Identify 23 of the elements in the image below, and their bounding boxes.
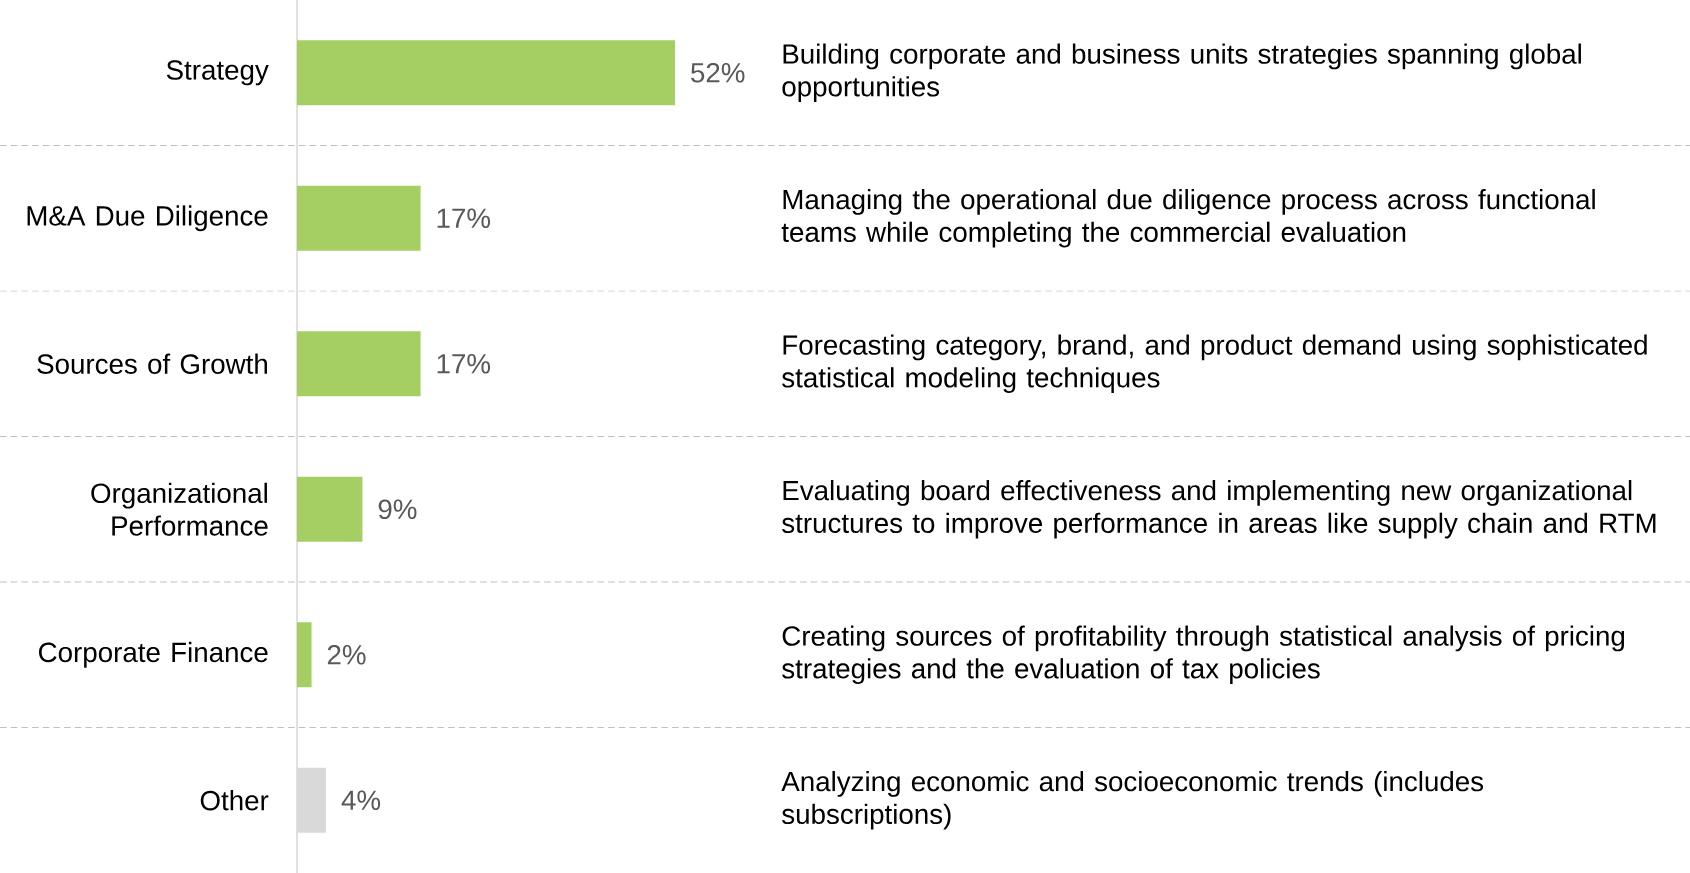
- y-tick-label: Strategy: [166, 60, 269, 86]
- text: Evaluating board effectiveness and implementing new organizational structures to improve performance in areas like supply chain and RTM: [782, 479, 1656, 539]
- bar: [297, 622, 312, 688]
- bar: [297, 185, 421, 251]
- data-label: 2%: [327, 644, 366, 665]
- bar: [297, 331, 421, 397]
- bar: [297, 40, 676, 106]
- bar: [297, 476, 363, 542]
- data-label: 4%: [341, 790, 381, 810]
- text: Creating sources of profitability through statistical analysis of pricing strategies and the evaluation of tax policies: [782, 625, 1625, 685]
- text: Forecasting category, brand, and product demand using sophisticated statistical modeling techniques: [782, 334, 1647, 394]
- data-label: 17%: [437, 208, 491, 228]
- y-tick-label: Other: [200, 790, 269, 811]
- text: Managing the operational due diligence process across functional teams while completing the commercial evaluation: [781, 189, 1595, 248]
- text: Building corporate and business units strategies spanning global opportunities: [782, 43, 1581, 103]
- y-tick-label: Corporate Finance: [39, 641, 268, 668]
- y-tick-label: Sources of Growth: [37, 353, 267, 374]
- data-label: 17%: [437, 354, 491, 374]
- text: Analyzing economic and socioeconomic trends (includes subscriptions): [781, 771, 1484, 830]
- y-tick-label: Organizational Performance: [91, 482, 268, 536]
- data-label: 9%: [378, 499, 417, 520]
- data-label: 52%: [691, 62, 745, 83]
- y-tick-label: M&A Due Diligence: [27, 205, 268, 232]
